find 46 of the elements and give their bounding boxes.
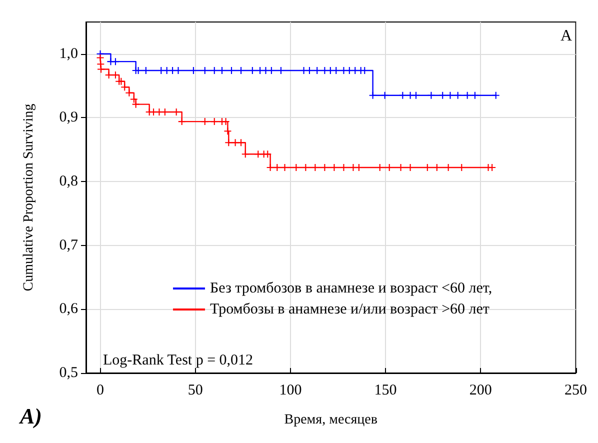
point: [446, 92, 454, 99]
legend-label: Без тромбозов в анамнезе и возраст <60 лет,: [210, 280, 492, 296]
x-tick-label: 250: [564, 382, 587, 398]
point: [130, 96, 138, 103]
point: [112, 58, 119, 66]
point: [96, 54, 104, 62]
y-tick-label: 0,5: [59, 365, 78, 381]
point: [222, 118, 230, 126]
point: [224, 128, 232, 135]
y-tick-label: 0,8: [59, 174, 78, 190]
annotation: A: [560, 28, 572, 44]
point: [132, 100, 140, 108]
y-axis-title: Cumulative Proportion Surviving: [22, 104, 36, 292]
point: [471, 92, 478, 99]
point: [121, 84, 128, 91]
x-tick-label: 50: [188, 382, 203, 398]
point: [439, 92, 446, 99]
x-axis-title: Время, месяцев: [284, 412, 378, 428]
y-tick-label: 0,6: [59, 301, 78, 318]
point: [225, 139, 232, 146]
point: [428, 92, 435, 99]
point: [454, 92, 462, 99]
point: [98, 66, 105, 73]
y-tick-label: 0,9: [59, 110, 78, 126]
annotation: Log-Rank Test p = 0,012: [103, 352, 254, 368]
point: [264, 150, 272, 158]
point: [178, 118, 186, 126]
point: [201, 118, 208, 126]
point: [369, 92, 376, 99]
point: [210, 118, 218, 126]
legend-label: Тромбозы в анамнезе и/или возраст >60 лет: [210, 302, 490, 318]
y-tick-label: 0,7: [59, 237, 78, 254]
point: [464, 92, 471, 99]
point: [242, 150, 249, 158]
point: [412, 92, 420, 99]
point: [492, 92, 500, 99]
point: [399, 92, 406, 99]
y-tick-label: 1,0: [59, 46, 78, 62]
x-tick-label: 200: [469, 382, 492, 398]
point: [126, 89, 133, 96]
x-tick-label: 100: [279, 382, 302, 398]
x-tick-label: 150: [374, 382, 397, 398]
text: A): [18, 404, 42, 428]
point: [381, 92, 388, 99]
x-tick-label: 0: [96, 382, 104, 398]
point: [238, 139, 245, 146]
